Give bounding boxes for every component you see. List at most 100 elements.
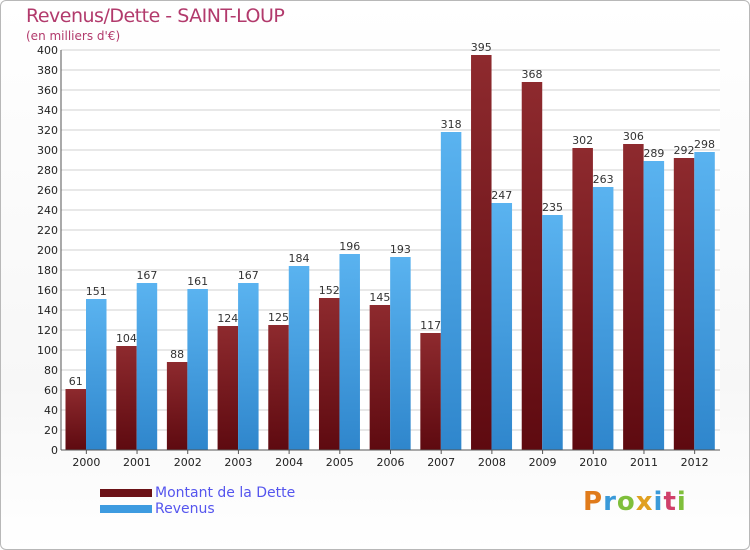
y-tick-label: 160 (37, 284, 58, 297)
bar-dette-2010 (572, 148, 593, 450)
data-label-revenus-2010: 263 (593, 173, 614, 186)
data-label-revenus-2003: 167 (238, 269, 259, 282)
y-tick-label: 260 (37, 184, 58, 197)
bar-dette-2001 (116, 346, 137, 450)
data-label-dette-2001: 104 (116, 332, 137, 345)
data-label-revenus-2004: 184 (289, 252, 310, 265)
axes: 0 20 40 60 80 100 120 140 160 180 200 220 240 260 280 3… (37, 44, 720, 469)
data-label-dette-2008: 395 (471, 41, 492, 54)
data-label-revenus-2011: 289 (643, 147, 664, 160)
y-tick-label: 360 (37, 84, 58, 97)
bar-revenus-2008 (491, 203, 513, 450)
y-tick-label: 380 (37, 64, 58, 77)
logo-letter: i (676, 487, 687, 517)
data-label-revenus-2009: 235 (542, 201, 563, 214)
y-tick-label: 340 (37, 104, 58, 117)
data-label-dette-2005: 152 (319, 284, 340, 297)
bar-dette-2007 (420, 333, 441, 450)
data-label-dette-2010: 302 (572, 134, 593, 147)
chart-subtitle: (en milliers d'€) (26, 29, 121, 43)
y-tick-label: 100 (37, 344, 58, 357)
y-tick-label: 20 (44, 424, 58, 437)
bar-revenus-2003 (238, 283, 259, 450)
data-label-revenus-2000: 151 (86, 285, 107, 298)
x-tick-label: 2009 (529, 456, 557, 469)
data-label-revenus-2001: 167 (136, 269, 157, 282)
data-label-revenus-2012: 298 (694, 138, 715, 151)
y-tick-label: 220 (37, 224, 58, 237)
bar-dette-2003 (217, 326, 239, 450)
bar-dette-2011 (623, 144, 644, 450)
y-tick-label: 140 (37, 304, 58, 317)
data-label-revenus-2008: 247 (491, 189, 512, 202)
y-tick-label: 400 (37, 44, 58, 57)
bar-dette-2000 (65, 389, 86, 450)
x-tick-label: 2007 (427, 456, 455, 469)
logo-letter: t (663, 487, 677, 517)
y-tick-label: 180 (37, 264, 58, 277)
bars: 61 151 104 167 88 161 124 167 125 184 152 196 145 193… (65, 41, 715, 450)
bar-dette-2009 (521, 82, 543, 450)
y-tick-label: 300 (37, 144, 58, 157)
logo-letter: o (616, 487, 636, 517)
bar-dette-2004 (268, 325, 289, 450)
proxiti-logo: Proxiti (583, 487, 687, 517)
data-label-dette-2011: 306 (623, 130, 644, 143)
bar-dette-2002 (166, 362, 188, 450)
x-tick-label: 2006 (377, 456, 405, 469)
data-label-dette-2007: 117 (420, 319, 441, 332)
x-tick-label: 2008 (478, 456, 506, 469)
bar-revenus-2001 (136, 283, 158, 450)
bar-revenus-2002 (187, 289, 208, 450)
logo-letter: i (653, 487, 664, 517)
data-label-revenus-2006: 193 (390, 243, 411, 256)
data-label-revenus-2007: 318 (441, 118, 462, 131)
x-tick-label: 2000 (72, 456, 100, 469)
data-label-dette-2012: 292 (674, 144, 695, 157)
x-tick-label: 2012 (681, 456, 709, 469)
x-tick-label: 2004 (275, 456, 303, 469)
x-tick-label: 2003 (224, 456, 252, 469)
legend-swatch-revenus (100, 505, 152, 513)
bar-dette-2008 (471, 55, 492, 450)
x-tick-label: 2010 (579, 456, 607, 469)
logo-letter: r (603, 487, 617, 517)
chart-title: Revenus/Dette - SAINT-LOUP (26, 5, 285, 27)
legend-label-revenus: Revenus (155, 501, 215, 517)
logo-letter: P (583, 487, 604, 517)
bar-dette-2006 (369, 305, 391, 450)
logo-letter: x (635, 487, 654, 517)
data-label-dette-2002: 88 (170, 348, 184, 361)
y-tick-label: 40 (44, 404, 58, 417)
y-tick-label: 0 (51, 444, 58, 457)
bar-dette-2005 (318, 298, 340, 450)
bar-revenus-2000 (86, 299, 107, 450)
bar-revenus-2004 (288, 266, 310, 450)
data-label-dette-2004: 125 (268, 311, 289, 324)
bar-revenus-2005 (339, 254, 360, 450)
y-tick-label: 120 (37, 324, 58, 337)
data-label-revenus-2005: 196 (339, 240, 360, 253)
data-label-dette-2006: 145 (369, 291, 390, 304)
y-tick-label: 60 (44, 384, 58, 397)
y-tick-label: 80 (44, 364, 58, 377)
bar-revenus-2006 (390, 257, 411, 450)
data-label-dette-2003: 124 (217, 312, 238, 325)
y-tick-label: 200 (37, 244, 58, 257)
data-label-dette-2000: 61 (69, 375, 83, 388)
x-tick-label: 2005 (326, 456, 354, 469)
x-tick-label: 2002 (174, 456, 202, 469)
legend-label-dette: Montant de la Dette (155, 485, 296, 501)
bar-revenus-2011 (643, 161, 665, 450)
data-label-revenus-2002: 161 (187, 275, 208, 288)
data-label-dette-2009: 368 (521, 68, 542, 81)
x-tick-label: 2011 (630, 456, 658, 469)
bar-revenus-2007 (440, 132, 462, 450)
y-tick-label: 280 (37, 164, 58, 177)
bar-dette-2012 (673, 158, 695, 450)
bar-revenus-2010 (592, 187, 614, 450)
bar-revenus-2012 (694, 152, 715, 450)
y-tick-label: 320 (37, 124, 58, 137)
bar-revenus-2009 (542, 215, 563, 450)
